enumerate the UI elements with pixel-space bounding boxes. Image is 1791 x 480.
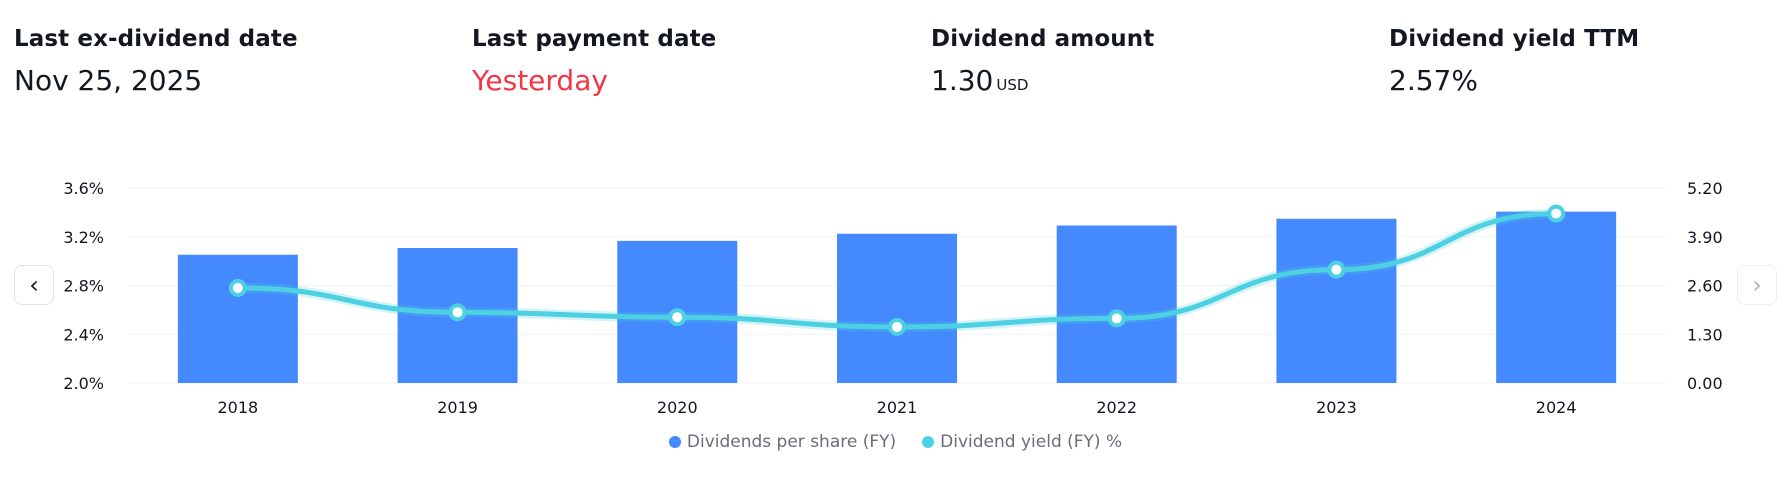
stat-dividend-yield-ttm: Dividend yield TTM 2.57% [1389,26,1639,97]
stat-value: 2.57% [1389,64,1639,97]
legend-item-dividend-yield[interactable]: Dividend yield (FY) % [922,432,1122,452]
left-axis-tick-label: 2.8% [63,277,104,296]
x-axis-tick-label: 2019 [437,398,478,417]
line-point [448,303,467,322]
chart-prev-button[interactable]: ‹ [14,265,54,305]
stat-value: 1.30 USD [931,64,1154,97]
dividend-amount-unit: USD [996,76,1029,94]
stat-label: Dividend yield TTM [1389,26,1640,52]
legend-label: Dividend yield (FY) % [940,432,1123,452]
x-axis-tick-label: 2021 [877,398,918,417]
bar [837,233,957,383]
bar [1276,218,1397,383]
dividend-amount-value: 1.30 [931,64,994,97]
legend-dot-line [922,436,935,448]
stat-last-payment-date: Last payment date Yesterday [472,26,716,97]
bar [1056,225,1177,383]
chart-legend: Dividends per share (FY) Dividend yield … [0,432,1791,452]
right-axis-tick-label: 0.00 [1687,374,1723,393]
bar [177,254,298,383]
left-axis-tick-label: 3.6% [63,179,104,198]
right-axis-tick-label: 1.30 [1687,325,1723,344]
stat-value: Nov 25, 2025 [14,64,298,97]
line-point [228,278,247,297]
chevron-left-icon: ‹ [29,271,39,299]
x-axis-tick-label: 2024 [1536,398,1577,417]
chevron-right-icon: › [1752,271,1762,299]
x-axis-tick-label: 2022 [1096,398,1137,417]
dividend-yield-value: 2.57% [1389,64,1478,97]
line-point [1327,260,1346,279]
x-axis-tick-label: 2020 [657,398,698,417]
ex-dividend-date-value: Nov 25, 2025 [14,64,203,97]
stat-label: Last ex-dividend date [14,26,298,52]
dividend-chart: 3.6% 5.20 3.2% 3.90 2.8% 2.60 2.4% 1.30 2.0% 0.00… [63,179,1723,417]
legend-dot-bars [668,436,681,448]
stat-label: Dividend amount [931,26,1155,52]
line-point [668,308,687,327]
x-axis-tick-label: 2018 [217,398,258,417]
stat-label: Last payment date [472,26,717,52]
stat-value: Yesterday [472,64,716,97]
left-axis-tick-label: 3.2% [63,228,104,247]
payment-date-value: Yesterday [472,64,608,97]
stat-dividend-amount: Dividend amount 1.30 USD [931,26,1154,97]
left-axis-tick-label: 2.0% [63,374,104,393]
right-axis-tick-label: 2.60 [1687,277,1723,296]
bar [1496,211,1617,383]
line-point [888,317,906,336]
left-axis-tick-label: 2.4% [63,325,104,344]
right-axis-tick-label: 5.20 [1687,179,1723,198]
line-point [1547,204,1566,223]
right-axis-tick-label: 3.90 [1687,228,1723,247]
legend-label: Dividends per share (FY) [686,432,897,452]
stat-ex-dividend-date: Last ex-dividend date Nov 25, 2025 [14,26,298,97]
chart-next-button[interactable]: › [1737,265,1777,305]
x-axis-tick-label: 2023 [1316,398,1357,417]
legend-item-dividends-per-share[interactable]: Dividends per share (FY) [668,432,897,452]
line-point [1107,309,1126,328]
